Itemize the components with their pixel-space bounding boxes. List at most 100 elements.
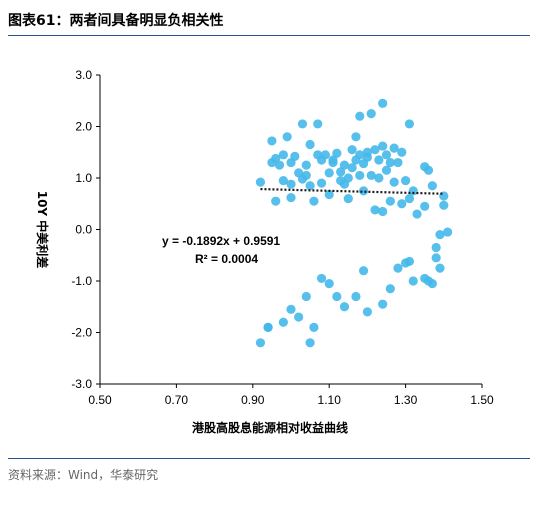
scatter-point (385, 157, 395, 168)
scatter-point (324, 278, 334, 289)
scatter-point (339, 302, 350, 312)
scatter-point (412, 209, 422, 219)
scatter-point (263, 322, 273, 332)
scatter-point (355, 170, 365, 181)
scatter-point (358, 266, 369, 276)
scatter-point (316, 178, 327, 188)
scatter-point (282, 132, 292, 142)
scatter-point (358, 186, 369, 196)
scatter-point (343, 194, 353, 204)
scatter-point (385, 196, 395, 206)
scatter-point (278, 150, 288, 160)
scatter-point (351, 291, 361, 302)
scatter-point (378, 141, 388, 151)
scatter-point (332, 291, 342, 302)
scatter-point (378, 206, 388, 217)
y-tick-label: -1.0 (71, 274, 92, 288)
scatter-point (313, 119, 323, 129)
data-points (255, 98, 453, 348)
scatter-point (435, 263, 445, 273)
scatter-point (332, 148, 342, 158)
scatter-point (286, 192, 296, 203)
scatter-point (389, 143, 399, 153)
scatter-point (401, 175, 411, 186)
scatter-point (294, 312, 304, 322)
scatter-point (393, 263, 403, 273)
scatter-point (404, 194, 415, 204)
figure-title: 图表61：两者间具备明显负相关性 (8, 13, 224, 29)
scatter-point (316, 273, 327, 284)
top-rule (8, 35, 530, 36)
scatter-point (328, 157, 338, 168)
scatter-point (423, 165, 434, 175)
scatter-point (443, 227, 453, 237)
scatter-point (408, 186, 418, 196)
bottom-rule (8, 458, 530, 459)
scatter-point (435, 230, 445, 240)
scatter-point (389, 177, 399, 187)
regression-equation: y = -0.1892x + 0.9591 (162, 234, 280, 248)
scatter-point (305, 139, 315, 150)
scatter-point (439, 200, 449, 210)
scatter-point (401, 258, 411, 268)
scatter-point (366, 170, 376, 181)
scatter-point (305, 338, 315, 348)
chart-axes: 0.50 0.70 0.90 1.10 1.30 1.50 3.0 2.0 1.0 0.0 -1.0… (71, 68, 494, 407)
x-tick-label: 1.30 (394, 393, 418, 407)
scatter-point (267, 136, 277, 146)
scatter-point (404, 119, 415, 129)
scatter-point (374, 173, 384, 183)
r-squared-label: R² = 0.0004 (195, 252, 258, 266)
scatter-point (355, 111, 365, 121)
scatter-point (301, 291, 311, 302)
scatter-point (274, 160, 285, 170)
scatter-point (313, 150, 323, 160)
scatter-point (431, 253, 441, 263)
scatter-point (297, 119, 308, 129)
scatter-point (393, 157, 403, 168)
scatter-point (408, 276, 418, 286)
scatter-point (378, 299, 388, 309)
scatter-point (420, 273, 430, 284)
scatter-point (397, 199, 407, 209)
scatter-point (378, 98, 388, 108)
scatter-point (385, 284, 395, 294)
scatter-chart: 0.50 0.70 0.90 1.10 1.30 1.50 3.0 2.0 1.0 0.0 -1.0… (35, 68, 494, 435)
scatter-point (324, 189, 334, 200)
scatter-point (351, 132, 361, 142)
scatter-point (420, 201, 430, 211)
trendline-group (260, 187, 444, 195)
y-tick-label: -2.0 (71, 326, 92, 340)
scatter-point (427, 181, 437, 191)
scatter-point (381, 165, 392, 175)
source-note: 资料来源：Wind，华泰研究 (8, 468, 159, 482)
scatter-point (336, 167, 346, 177)
scatter-point (320, 150, 330, 160)
y-axis-label: 10Y 中美利差 (35, 191, 50, 269)
scatter-point (347, 145, 357, 155)
scatter-point (362, 307, 372, 317)
scatter-point (305, 181, 315, 191)
scatter-point (347, 163, 357, 173)
y-tick-label: -3.0 (71, 377, 92, 391)
scatter-point (309, 196, 319, 206)
scatter-point (271, 153, 281, 164)
scatter-point (290, 151, 300, 161)
scatter-point (431, 242, 441, 253)
scatter-point (255, 177, 266, 187)
scatter-point (301, 160, 311, 170)
scatter-point (324, 168, 334, 178)
scatter-point (278, 317, 288, 327)
scatter-point (255, 338, 266, 348)
scatter-point (370, 145, 380, 155)
x-axis-label: 港股高股息能源相对收益曲线 (192, 420, 348, 435)
x-tick-label: 1.10 (318, 393, 342, 407)
scatter-point (381, 150, 392, 160)
scatter-point (370, 205, 380, 215)
x-tick-label: 0.90 (241, 393, 265, 407)
scatter-point (366, 109, 376, 119)
y-tick-label: 2.0 (75, 120, 92, 134)
scatter-point (397, 147, 407, 157)
scatter-point (343, 173, 353, 183)
scatter-point (339, 160, 350, 170)
